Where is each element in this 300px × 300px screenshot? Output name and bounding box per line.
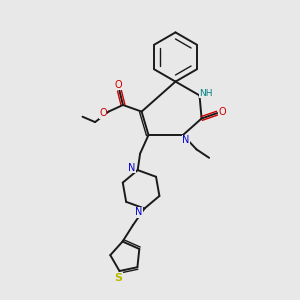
Text: N: N: [182, 135, 190, 146]
Text: N: N: [135, 207, 142, 217]
Text: O: O: [99, 108, 107, 118]
Text: S: S: [114, 273, 122, 283]
Text: O: O: [114, 80, 122, 90]
Text: O: O: [219, 106, 226, 117]
Text: N: N: [128, 163, 135, 173]
Text: NH: NH: [199, 88, 213, 98]
